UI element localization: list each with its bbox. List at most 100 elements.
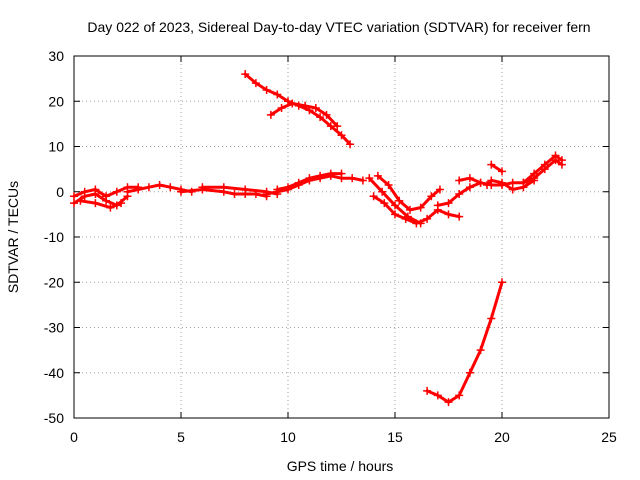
y-tick-label: 20 bbox=[48, 93, 64, 109]
data-point bbox=[416, 219, 425, 228]
data-point bbox=[91, 199, 100, 208]
data-point bbox=[455, 176, 464, 185]
data-point bbox=[444, 398, 453, 407]
series-line bbox=[78, 199, 123, 210]
series-line bbox=[489, 163, 504, 173]
data-point bbox=[301, 101, 310, 110]
y-tick-label: -20 bbox=[44, 274, 64, 290]
data-point bbox=[391, 201, 399, 210]
data-point bbox=[322, 110, 331, 119]
series-arc-7 bbox=[241, 70, 355, 149]
data-point bbox=[508, 185, 517, 194]
series-line bbox=[425, 280, 504, 404]
data-point bbox=[266, 110, 275, 119]
data-point bbox=[241, 70, 250, 79]
data-point bbox=[465, 183, 474, 192]
data-point bbox=[198, 183, 207, 192]
data-point bbox=[530, 169, 539, 178]
data-point bbox=[262, 190, 271, 199]
data-point bbox=[102, 192, 111, 201]
data-point bbox=[277, 104, 286, 113]
series-arc-13 bbox=[365, 174, 425, 228]
data-point bbox=[395, 196, 404, 205]
data-point bbox=[346, 140, 355, 149]
data-point bbox=[498, 167, 506, 176]
y-tick-label: 10 bbox=[48, 139, 64, 155]
data-point bbox=[91, 185, 100, 194]
data-point bbox=[423, 386, 432, 395]
data-point bbox=[106, 203, 115, 212]
data-point bbox=[373, 171, 382, 180]
y-tick-label: -40 bbox=[44, 365, 64, 381]
data-series bbox=[70, 70, 566, 407]
data-point bbox=[123, 187, 132, 196]
data-point bbox=[358, 176, 367, 185]
x-tick-label: 5 bbox=[177, 429, 185, 445]
data-point bbox=[427, 192, 436, 201]
data-point bbox=[70, 192, 78, 201]
data-point bbox=[326, 169, 335, 178]
data-point bbox=[166, 183, 175, 192]
series-arc-17 bbox=[487, 160, 506, 176]
series-arc-18 bbox=[519, 151, 566, 187]
x-tick-label: 20 bbox=[494, 429, 510, 445]
data-point bbox=[455, 212, 464, 221]
x-tick-label: 0 bbox=[70, 429, 78, 445]
data-point bbox=[241, 185, 250, 194]
data-point bbox=[378, 187, 387, 196]
data-point bbox=[465, 368, 474, 377]
data-point bbox=[391, 210, 399, 219]
grid-lines bbox=[74, 56, 609, 418]
series-arc-16 bbox=[483, 176, 539, 194]
data-point bbox=[455, 391, 464, 400]
tick-marks bbox=[73, 55, 610, 419]
data-point bbox=[384, 180, 393, 189]
data-point bbox=[465, 174, 474, 183]
series-arc-3 bbox=[76, 196, 126, 212]
data-point bbox=[380, 199, 389, 208]
data-point bbox=[348, 174, 357, 183]
data-point bbox=[273, 185, 282, 194]
data-point bbox=[262, 85, 271, 94]
data-point bbox=[284, 183, 292, 192]
chart-title: Day 022 of 2023, Sidereal Day-to-day VTE… bbox=[87, 19, 590, 35]
data-point bbox=[316, 113, 325, 122]
data-point bbox=[333, 122, 342, 131]
data-point bbox=[155, 180, 164, 189]
y-tick-label: -10 bbox=[44, 229, 64, 245]
data-point bbox=[294, 178, 303, 187]
data-point bbox=[487, 314, 496, 323]
data-point bbox=[117, 199, 126, 208]
series-arc-11 bbox=[369, 192, 464, 228]
x-tick-label: 15 bbox=[387, 429, 403, 445]
data-point bbox=[80, 187, 89, 196]
data-point bbox=[112, 187, 121, 196]
y-tick-label: -30 bbox=[44, 320, 64, 336]
data-point bbox=[70, 199, 78, 208]
data-point bbox=[403, 212, 412, 221]
data-point bbox=[219, 183, 228, 192]
series-line bbox=[243, 72, 352, 146]
series-arc-8 bbox=[266, 99, 342, 131]
data-point bbox=[540, 160, 549, 169]
data-point bbox=[273, 90, 282, 99]
data-point bbox=[337, 131, 346, 140]
data-point bbox=[311, 104, 320, 113]
data-point bbox=[530, 176, 539, 185]
tick-labels: 0 5 10 15 20 25 -50 -40 -30 -20 -10 0 10 20 30 bbox=[44, 48, 617, 445]
data-point bbox=[405, 205, 414, 214]
data-point bbox=[455, 190, 464, 199]
data-point bbox=[177, 187, 185, 196]
data-point bbox=[519, 178, 528, 187]
data-point bbox=[433, 391, 442, 400]
data-point bbox=[305, 174, 314, 183]
data-point bbox=[476, 178, 485, 187]
series-arc-10 bbox=[273, 169, 346, 194]
data-point bbox=[337, 169, 346, 178]
data-point bbox=[444, 210, 453, 219]
x-axis-label: GPS time / hours bbox=[287, 458, 394, 474]
data-point bbox=[476, 346, 485, 355]
data-point bbox=[251, 79, 260, 88]
data-point bbox=[551, 151, 560, 160]
data-point bbox=[416, 203, 425, 212]
